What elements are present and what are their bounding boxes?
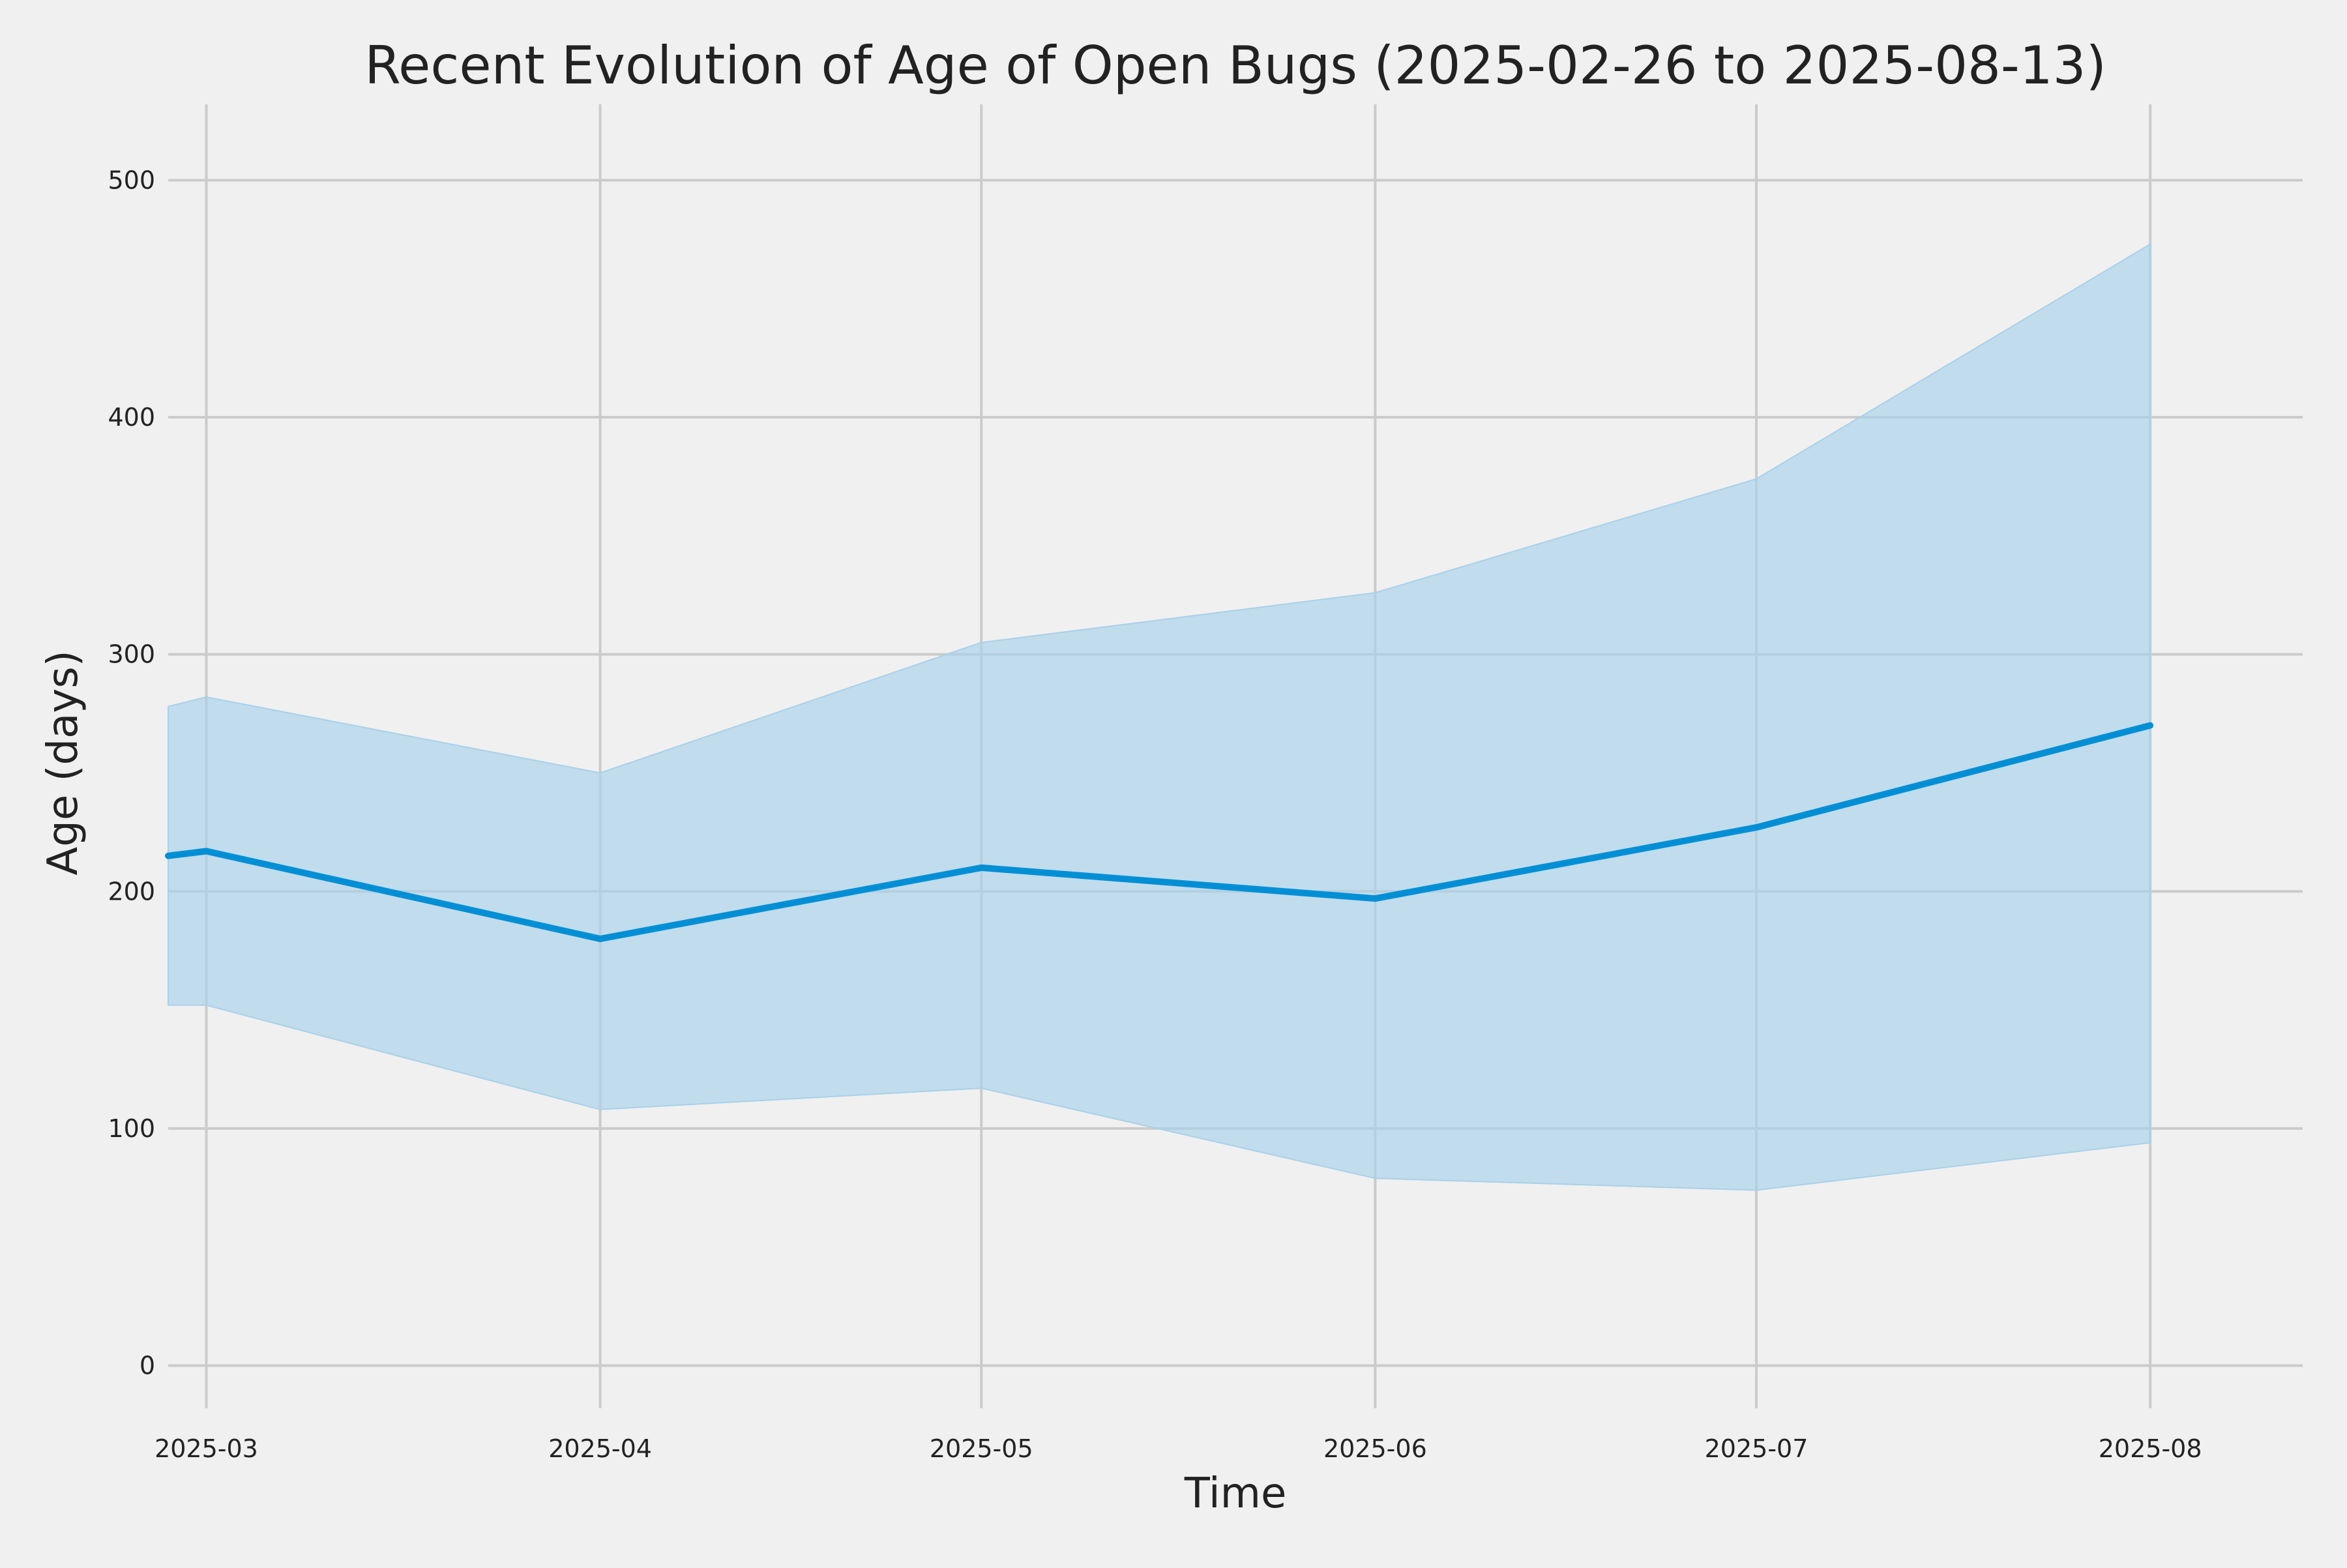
y-tick-labels: 0 100 200 300 400 500 (108, 166, 155, 1380)
y-tick-label: 500 (108, 166, 155, 194)
x-tick-label: 2025-04 (548, 1434, 652, 1463)
y-tick-label: 0 (140, 1352, 155, 1380)
y-axis-label: Age (days) (39, 650, 87, 875)
x-tick-label: 2025-03 (155, 1434, 258, 1463)
x-tick-label: 2025-08 (2099, 1434, 2202, 1463)
chart-title: Recent Evolution of Age of Open Bugs (20… (364, 35, 2106, 96)
series-line (165, 722, 2154, 942)
x-tick-label: 2025-06 (1323, 1434, 1427, 1463)
x-tick-label: 2025-07 (1705, 1434, 1808, 1463)
x-axis-label: Time (1184, 1470, 1287, 1518)
confidence-band (168, 243, 2151, 1191)
x-tick-label: 2025-05 (930, 1434, 1033, 1463)
x-tick-labels: 2025-03 2025-04 2025-05 2025-06 2025-07 2025-… (155, 1434, 2202, 1463)
y-tick-label: 300 (108, 640, 155, 669)
y-tick-label: 200 (108, 877, 155, 906)
y-tick-label: 100 (108, 1114, 155, 1143)
y-tick-label: 400 (108, 403, 155, 432)
